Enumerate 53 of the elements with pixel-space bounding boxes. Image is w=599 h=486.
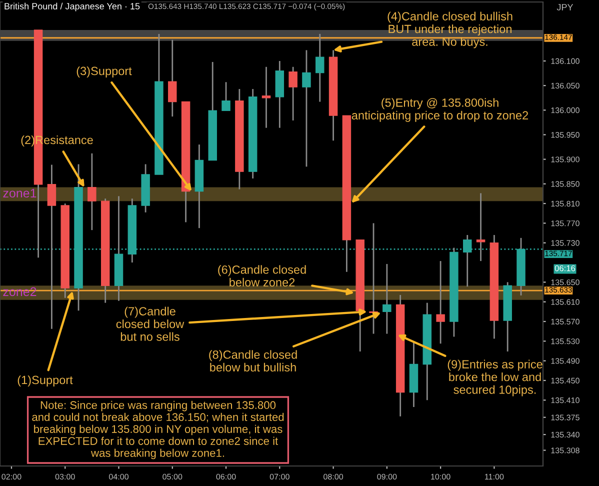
y-tick-label: 135.850: [551, 181, 580, 187]
candlestick: [476, 192, 486, 262]
candlestick: [288, 66, 298, 122]
y-tick-label: 136.000: [551, 107, 580, 114]
candlestick: [302, 49, 311, 168]
x-tick-label: 10:00: [431, 474, 450, 480]
chart-title: British Pound / Japanese Yen · 15: [4, 2, 140, 12]
y-tick-label: 135.308: [551, 448, 580, 454]
candlestick: [316, 33, 324, 102]
annotation: (8)Candle closed below but bullish: [209, 350, 297, 372]
y-tick-label: 135.950: [551, 132, 580, 138]
y-tick-label: 135.490: [551, 358, 580, 364]
annotation: (7)Candle closed below but no sells: [116, 306, 184, 341]
y-tick-label: 135.530: [551, 338, 580, 344]
y-tick-label: 135.730: [551, 240, 580, 246]
x-tick-label: 11:00: [485, 474, 504, 480]
annotation: (9)Entries as price broke the low and secured 10pips.: [448, 360, 542, 396]
x-tick-label: 07:00: [270, 474, 290, 480]
text: 06:16: [554, 265, 576, 272]
y-tick-label: 135.810: [551, 200, 580, 207]
y-tick-label: 135.375: [551, 414, 580, 420]
candlestick: [88, 152, 96, 231]
y-tick-label: 135.610: [551, 299, 580, 305]
annotation: (6)Candle closed below zone2: [218, 265, 306, 287]
candlestick: [436, 260, 445, 344]
y-tick-label: 136.050: [551, 82, 580, 89]
candlestick: [47, 164, 56, 330]
y-tick-label: 135.340: [551, 432, 580, 438]
x-tick-label: 04:00: [108, 474, 129, 480]
y-tick-label: 135.650: [551, 279, 580, 286]
x-tick-label: 09:00: [377, 474, 397, 480]
y-tick-label: 135.900: [551, 156, 580, 162]
annotation: Note: Since price was ranging between 135.800 and could not break above 136.150; when it started breaking below 135.800 in NY open volume, it was EXPECTED for it to come down to zone2 since it was breaking below zone1.: [32, 400, 284, 460]
y-axis-title: JPY: [556, 4, 574, 10]
annotation: (4)Candle closed bullish BUT under the rejection area. No buys.: [388, 12, 512, 48]
x-tick-label: 08:00: [324, 474, 344, 480]
annotation: (3)Support: [76, 66, 132, 78]
candlestick: [262, 66, 271, 129]
annotation: (5)Entry @ 135.800ish anticipating price to drop to zone2: [352, 98, 528, 122]
y-tick-label: 135.410: [551, 397, 580, 404]
y-tick-label: 135.770: [551, 220, 580, 226]
annotation: (1)Support: [18, 375, 73, 386]
candlestick: [168, 39, 177, 118]
y-tick-label: 135.450: [551, 378, 580, 384]
x-tick-label: 06:00: [216, 474, 236, 480]
y-tick-label: 135.570: [551, 318, 580, 324]
x-tick-label: 03:00: [55, 474, 75, 480]
x-tick-label: 05:00: [162, 474, 182, 480]
y-tick-label: 136.100: [551, 58, 580, 64]
candlestick: [382, 263, 392, 334]
candlestick: [222, 81, 230, 112]
band-label: zone1: [3, 188, 36, 198]
x-tick-label: 02:00: [2, 474, 22, 480]
